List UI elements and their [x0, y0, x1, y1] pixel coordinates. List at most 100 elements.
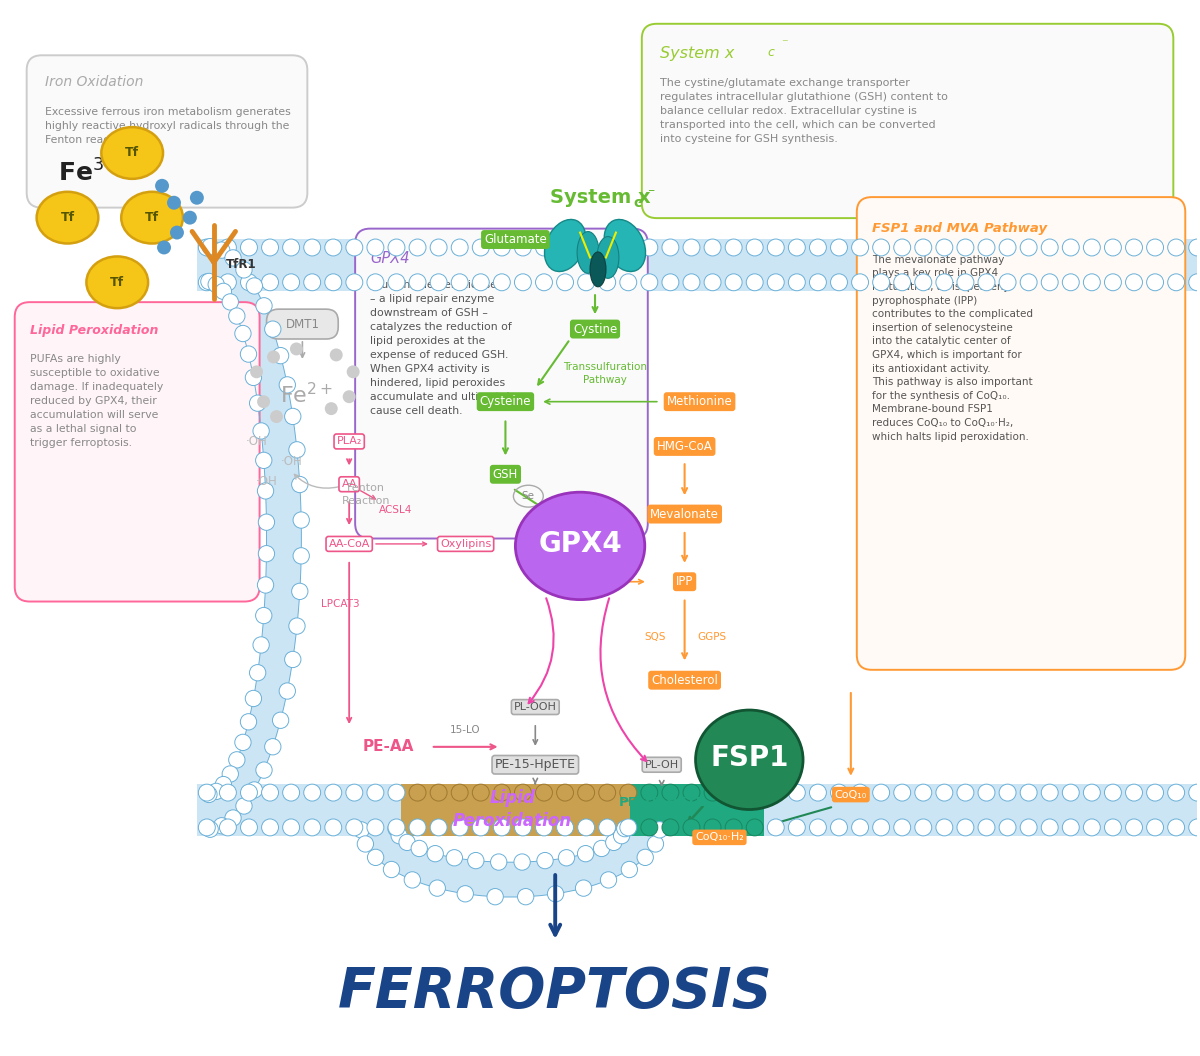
Circle shape — [725, 239, 742, 256]
Circle shape — [256, 762, 272, 778]
Circle shape — [268, 351, 280, 363]
Circle shape — [767, 274, 785, 290]
Circle shape — [325, 819, 342, 836]
Circle shape — [250, 395, 266, 412]
Circle shape — [253, 637, 269, 653]
Circle shape — [704, 274, 721, 290]
Circle shape — [430, 785, 448, 802]
Circle shape — [262, 819, 278, 836]
Circle shape — [258, 546, 275, 562]
Circle shape — [535, 785, 552, 802]
Circle shape — [293, 548, 310, 564]
Text: Cystine: Cystine — [572, 322, 617, 336]
Circle shape — [215, 283, 232, 300]
Ellipse shape — [515, 492, 644, 600]
Circle shape — [388, 819, 404, 836]
Circle shape — [1147, 274, 1164, 290]
Circle shape — [367, 849, 384, 866]
Circle shape — [620, 785, 637, 802]
Ellipse shape — [121, 192, 182, 244]
Text: PL-OOH: PL-OOH — [514, 702, 557, 712]
Circle shape — [292, 476, 308, 493]
Text: Tf: Tf — [60, 211, 74, 224]
Circle shape — [235, 262, 252, 278]
Circle shape — [600, 872, 617, 888]
FancyBboxPatch shape — [857, 197, 1186, 670]
Bar — [401, 785, 630, 836]
Text: FSP1 and MVA Pathway: FSP1 and MVA Pathway — [871, 222, 1046, 235]
Ellipse shape — [577, 231, 599, 274]
Circle shape — [1168, 785, 1184, 802]
Circle shape — [852, 239, 869, 256]
Circle shape — [446, 850, 462, 866]
Circle shape — [617, 821, 632, 836]
Circle shape — [1062, 239, 1079, 256]
Circle shape — [620, 239, 637, 256]
Circle shape — [491, 854, 506, 870]
Text: ACSL4: ACSL4 — [379, 505, 413, 515]
Circle shape — [1042, 274, 1058, 290]
Circle shape — [914, 785, 931, 802]
Circle shape — [293, 512, 310, 528]
Circle shape — [1020, 239, 1037, 256]
Circle shape — [704, 785, 721, 802]
Text: SQS: SQS — [644, 633, 666, 642]
Text: Tf: Tf — [110, 276, 125, 288]
Circle shape — [936, 785, 953, 802]
Circle shape — [956, 239, 974, 256]
Circle shape — [577, 846, 594, 862]
Circle shape — [257, 483, 274, 499]
Circle shape — [683, 239, 700, 256]
Circle shape — [250, 365, 263, 378]
Circle shape — [1084, 785, 1100, 802]
Circle shape — [280, 377, 295, 393]
Circle shape — [914, 274, 931, 290]
Circle shape — [262, 239, 278, 256]
Circle shape — [852, 819, 869, 836]
Circle shape — [746, 239, 763, 256]
Circle shape — [487, 888, 503, 905]
Circle shape — [936, 274, 953, 290]
Text: Mevalonate: Mevalonate — [650, 508, 719, 521]
Circle shape — [1000, 274, 1016, 290]
Text: The mevalonate pathway
plays a key role in GPX4
maturation, as isopentenyl
pyrop: The mevalonate pathway plays a key role … — [871, 254, 1033, 441]
Circle shape — [283, 785, 300, 802]
Circle shape — [647, 835, 664, 852]
Circle shape — [272, 712, 289, 729]
Circle shape — [235, 325, 251, 342]
Circle shape — [253, 422, 269, 439]
Circle shape — [652, 822, 667, 838]
Circle shape — [599, 785, 616, 802]
Circle shape — [325, 239, 342, 256]
Circle shape — [872, 239, 889, 256]
Circle shape — [347, 365, 360, 378]
Circle shape — [391, 828, 407, 844]
Circle shape — [746, 819, 763, 836]
Circle shape — [1168, 274, 1184, 290]
Circle shape — [914, 239, 931, 256]
Circle shape — [1062, 274, 1079, 290]
Circle shape — [224, 249, 241, 266]
Circle shape — [767, 785, 785, 802]
Circle shape — [535, 819, 552, 836]
Text: Iron Oxidation: Iron Oxidation — [44, 75, 143, 89]
Circle shape — [1104, 819, 1121, 836]
Circle shape — [451, 239, 468, 256]
Circle shape — [978, 274, 995, 290]
Circle shape — [788, 785, 805, 802]
Text: Fenton
Reaction: Fenton Reaction — [342, 483, 390, 506]
Text: Cholesterol: Cholesterol — [652, 674, 718, 686]
Circle shape — [577, 274, 594, 290]
Circle shape — [1126, 274, 1142, 290]
Circle shape — [383, 862, 400, 878]
Circle shape — [1147, 239, 1164, 256]
Circle shape — [367, 819, 384, 836]
Text: AA: AA — [342, 479, 356, 489]
Circle shape — [767, 819, 785, 836]
Circle shape — [978, 239, 995, 256]
Circle shape — [493, 239, 510, 256]
Circle shape — [257, 395, 270, 408]
Circle shape — [265, 321, 281, 337]
Circle shape — [894, 785, 911, 802]
Circle shape — [746, 785, 763, 802]
